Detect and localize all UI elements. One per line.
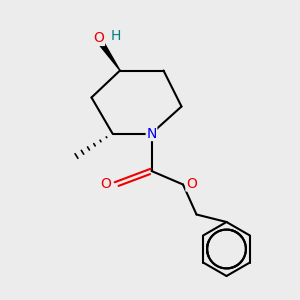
Text: O: O <box>100 177 111 191</box>
Text: N: N <box>146 127 157 140</box>
Text: H: H <box>111 29 121 43</box>
Text: O: O <box>94 32 104 45</box>
Text: O: O <box>186 177 197 191</box>
Polygon shape <box>98 40 120 70</box>
